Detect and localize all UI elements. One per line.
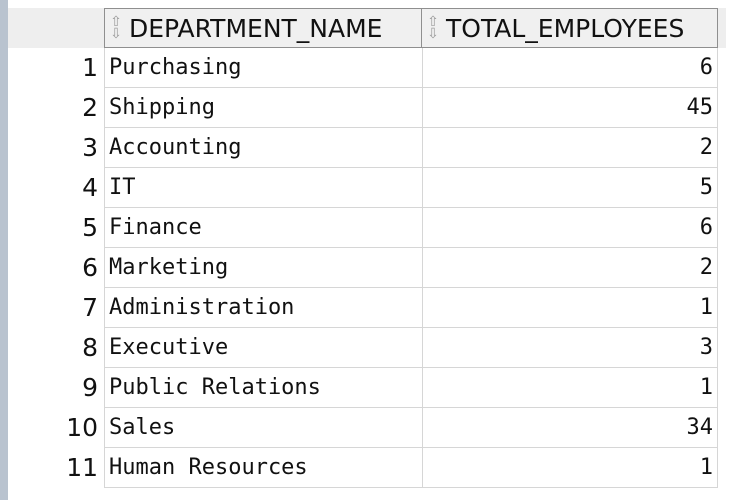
department-name-cell[interactable]: Accounting — [104, 128, 422, 168]
row-number: 7 — [8, 288, 104, 328]
row-number: 9 — [8, 368, 104, 408]
row-number: 11 — [8, 448, 104, 488]
table-row[interactable]: 2 Shipping 45 — [8, 88, 726, 128]
total-employees-cell[interactable]: 34 — [422, 408, 718, 448]
row-number: 5 — [8, 208, 104, 248]
table-row[interactable]: 1 Purchasing 6 — [8, 48, 726, 88]
total-employees-cell[interactable]: 5 — [422, 168, 718, 208]
left-panel-edge — [0, 0, 8, 500]
department-name-cell[interactable]: Executive — [104, 328, 422, 368]
total-employees-cell[interactable]: 1 — [422, 368, 718, 408]
department-name-cell[interactable]: IT — [104, 168, 422, 208]
results-grid: ⇧ ⇩ DEPARTMENT_NAME ⇧ ⇩ TOTAL_EMPLOYEES 1 … — [8, 8, 726, 488]
total-employees-cell[interactable]: 6 — [422, 48, 718, 88]
department-name-cell[interactable]: Public Relations — [104, 368, 422, 408]
row-number: 1 — [8, 48, 104, 88]
department-name-cell[interactable]: Administration — [104, 288, 422, 328]
department-name-cell[interactable]: Marketing — [104, 248, 422, 288]
department-name-cell[interactable]: Finance — [104, 208, 422, 248]
column-header-label: DEPARTMENT_NAME — [129, 13, 383, 43]
table-row[interactable]: 10 Sales 34 — [8, 408, 726, 448]
table-row[interactable]: 4 IT 5 — [8, 168, 726, 208]
department-name-cell[interactable]: Sales — [104, 408, 422, 448]
total-employees-cell[interactable]: 2 — [422, 248, 718, 288]
row-number: 2 — [8, 88, 104, 128]
table-row[interactable]: 7 Administration 1 — [8, 288, 726, 328]
sort-icon[interactable]: ⇧ ⇩ — [110, 14, 122, 42]
table-row[interactable]: 3 Accounting 2 — [8, 128, 726, 168]
row-number: 6 — [8, 248, 104, 288]
row-number: 8 — [8, 328, 104, 368]
table-row[interactable]: 9 Public Relations 1 — [8, 368, 726, 408]
table-row[interactable]: 11 Human Resources 1 — [8, 448, 726, 488]
grid-header-row: ⇧ ⇩ DEPARTMENT_NAME ⇧ ⇩ TOTAL_EMPLOYEES — [8, 8, 726, 48]
table-row[interactable]: 5 Finance 6 — [8, 208, 726, 248]
total-employees-cell[interactable]: 1 — [422, 448, 718, 488]
total-employees-cell[interactable]: 6 — [422, 208, 718, 248]
row-number-header — [8, 8, 104, 48]
column-header-total-employees[interactable]: ⇧ ⇩ TOTAL_EMPLOYEES — [422, 8, 718, 48]
sort-icon[interactable]: ⇧ ⇩ — [427, 14, 439, 42]
column-header-label: TOTAL_EMPLOYEES — [446, 13, 685, 43]
department-name-cell[interactable]: Purchasing — [104, 48, 422, 88]
row-number: 3 — [8, 128, 104, 168]
row-number: 10 — [8, 408, 104, 448]
column-header-department-name[interactable]: ⇧ ⇩ DEPARTMENT_NAME — [104, 8, 422, 48]
row-number: 4 — [8, 168, 104, 208]
department-name-cell[interactable]: Shipping — [104, 88, 422, 128]
total-employees-cell[interactable]: 3 — [422, 328, 718, 368]
total-employees-cell[interactable]: 1 — [422, 288, 718, 328]
total-employees-cell[interactable]: 2 — [422, 128, 718, 168]
table-row[interactable]: 6 Marketing 2 — [8, 248, 726, 288]
table-row[interactable]: 8 Executive 3 — [8, 328, 726, 368]
department-name-cell[interactable]: Human Resources — [104, 448, 422, 488]
total-employees-cell[interactable]: 45 — [422, 88, 718, 128]
